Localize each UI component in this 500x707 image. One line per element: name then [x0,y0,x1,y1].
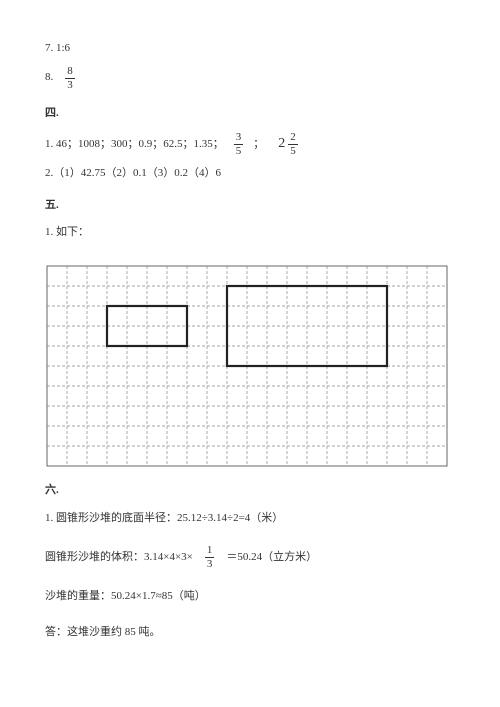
s6-l2-text-b: ＝50.24（立方米） [226,549,317,567]
fraction-3-5: 3 5 [234,132,244,157]
s4-l2-text: 2.（1）42.75（2）0.1（3）0.2（4）6 [45,165,221,183]
section-5-line-1: 1. 如下： [45,224,455,242]
mixed-fraction: 2 5 [288,132,298,157]
s4-l1-text-a: 1. 46；1008；300；0.9；62.5；1.35； [45,136,224,154]
fraction-numerator: 1 [205,545,215,558]
s6-l4-text: 答：这堆沙重约 85 吨。 [45,626,161,638]
section-6-title: 六. [45,482,455,500]
s6-l3-text: 沙堆的重量：50.24×1.7≈85（吨） [45,590,206,602]
answer-8-fraction: 8 3 [65,66,75,91]
answer-7-text: 7. 1:6 [45,40,70,58]
mixed-number-2-2-5: 2 2 5 [278,132,300,157]
section-6-line-4: 答：这堆沙重约 85 吨。 [45,624,455,642]
fraction-denominator: 5 [290,145,296,157]
fraction-numerator: 3 [234,132,244,145]
fraction-numerator: 8 [65,66,75,79]
section-6-line-2: 圆锥形沙堆的体积：3.14×4×3× 1 3 ＝50.24（立方米） [45,545,455,570]
section-6-line-3: 沙堆的重量：50.24×1.7≈85（吨） [45,588,455,606]
section-4-line-2: 2.（1）42.75（2）0.1（3）0.2（4）6 [45,165,455,183]
spacer [45,250,455,256]
mixed-whole: 2 [278,133,285,155]
answer-8: 8. 8 3 [45,66,455,91]
fraction-denominator: 5 [236,145,242,157]
answer-8-label: 8. [45,69,53,87]
s5-l1-text: 1. 如下： [45,224,89,242]
fraction-denominator: 3 [207,558,213,570]
section-4-title: 四. [45,105,455,123]
grid-svg [45,264,449,468]
grid-figure [45,264,455,468]
s6-l1-text: 1. 圆锥形沙堆的底面半径：25.12÷3.14÷2=4（米） [45,512,283,524]
fraction-numerator: 2 [288,132,298,145]
section-5-title: 五. [45,197,455,215]
answer-7: 7. 1:6 [45,40,455,58]
fraction-denominator: 3 [67,79,73,91]
s6-l2-text-a: 圆锥形沙堆的体积：3.14×4×3× [45,549,193,567]
section-6-line-1: 1. 圆锥形沙堆的底面半径：25.12÷3.14÷2=4（米） [45,510,455,528]
s4-l1-text-b: ； [253,136,264,154]
fraction-1-3: 1 3 [205,545,215,570]
section-4-line-1: 1. 46；1008；300；0.9；62.5；1.35； 3 5 ； 2 2 … [45,132,455,157]
